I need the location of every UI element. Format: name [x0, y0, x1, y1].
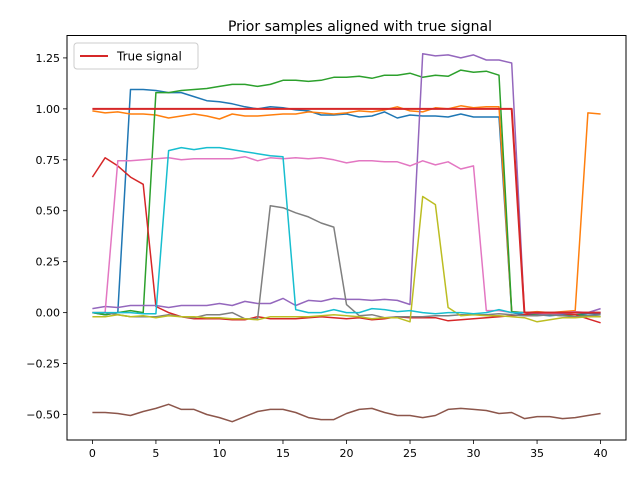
series-lines	[91, 53, 601, 423]
legend-label-true-signal: True signal	[116, 50, 182, 64]
x-tick-label: 0	[89, 447, 96, 460]
x-tick-label: 5	[152, 447, 159, 460]
y-tick-label: 0.75	[36, 154, 61, 167]
chart-title: Prior samples aligned with true signal	[228, 19, 492, 35]
y-tick-label: 0.00	[36, 307, 61, 320]
x-tick-label: 20	[340, 447, 354, 460]
x-tick-label: 35	[530, 447, 544, 460]
legend: True signal	[73, 42, 199, 70]
legend-box	[73, 42, 199, 70]
y-tick-label: −0.50	[26, 409, 60, 422]
x-tick-label: 25	[403, 447, 417, 460]
series-line-sample-2	[92, 105, 601, 314]
x-tick-label: 40	[594, 447, 608, 460]
x-tick-label: 15	[276, 447, 290, 460]
y-tick-label: 1.00	[36, 103, 61, 116]
series-line-sample-3	[92, 69, 601, 318]
plot-frame	[66, 35, 627, 441]
x-tick-label: 10	[212, 447, 226, 460]
y-tick-label: 0.25	[36, 256, 61, 269]
y-axis: −0.50 −0.25 0.00 0.25 0.50 0.75 1.00 1.25	[26, 52, 67, 422]
series-line-true-signal	[92, 107, 601, 314]
x-axis: 0 5 10 15 20 25 30 35 40	[89, 440, 608, 460]
y-tick-label: 0.50	[36, 205, 61, 218]
series-line-sample-6	[92, 403, 601, 423]
series-line-sample-10	[92, 146, 601, 315]
series-line-sample-9	[92, 195, 601, 323]
x-tick-label: 30	[467, 447, 481, 460]
series-line-sample-7	[92, 155, 601, 315]
series-line-sample-5	[92, 53, 601, 316]
series-line-sample-1	[92, 88, 601, 317]
y-tick-label: −0.25	[26, 358, 60, 371]
y-tick-label: 1.25	[36, 52, 61, 65]
